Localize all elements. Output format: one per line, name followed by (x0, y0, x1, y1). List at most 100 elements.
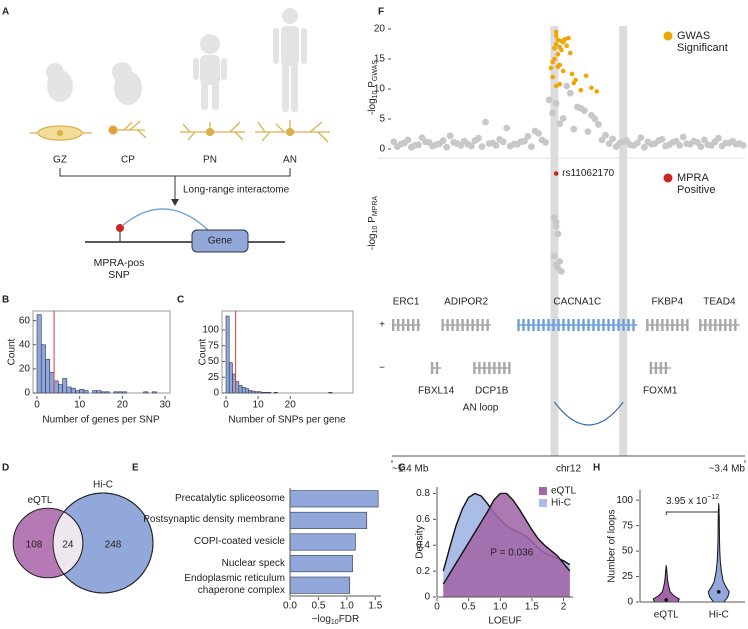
exon (461, 319, 464, 331)
exon (656, 319, 659, 331)
legend-label: Hi-C (551, 498, 571, 509)
plot-frame (221, 310, 354, 394)
bar (241, 387, 246, 394)
bar (113, 391, 119, 394)
x-tick-label: ~1.4 Mb (392, 464, 429, 475)
point (704, 141, 712, 149)
point (701, 136, 708, 144)
exon (407, 319, 410, 331)
venn-count: 108 (26, 540, 43, 551)
annotation: P = 0.036 (490, 548, 533, 559)
point (393, 143, 401, 151)
point (619, 138, 627, 146)
label-part: −log (312, 614, 331, 625)
bracket (59, 168, 291, 203)
point (559, 115, 567, 122)
label-part: −12 (707, 494, 719, 501)
point (578, 87, 584, 93)
x-axis-label: Number of genes per SNP (42, 415, 160, 426)
point (679, 133, 687, 141)
bar (289, 576, 351, 594)
point (520, 137, 528, 145)
category-label: Nuclear speck (221, 557, 285, 569)
y-tick-label: 0 (213, 388, 219, 399)
exon (661, 319, 664, 331)
exon (577, 319, 580, 331)
point-annotation: rs11062170 (562, 168, 615, 179)
bar (40, 344, 46, 394)
point (535, 130, 542, 137)
exon (547, 319, 550, 331)
y-tick-label: 75 (622, 520, 634, 531)
bar (96, 390, 102, 394)
legend-marker (663, 173, 673, 183)
point (725, 139, 733, 147)
bar (70, 387, 76, 394)
exon (654, 362, 658, 374)
point (558, 268, 565, 275)
snp-label: MPRA-pos SNP (93, 257, 145, 281)
point (563, 82, 571, 90)
arrow-head (171, 199, 179, 206)
point (552, 56, 557, 62)
gene (649, 362, 671, 374)
point (548, 65, 554, 71)
exon (659, 362, 663, 374)
gene-label: ADIPOR2 (444, 297, 488, 308)
gene-label: TEAD4 (703, 297, 736, 308)
point (640, 143, 648, 151)
median (664, 598, 669, 602)
exon (498, 362, 501, 374)
gene (392, 319, 421, 331)
exon (402, 319, 405, 331)
exon (597, 319, 600, 331)
point (528, 143, 535, 151)
point (524, 133, 532, 140)
venn-overlap (53, 507, 84, 579)
point (471, 137, 479, 145)
highlight-band (619, 26, 628, 456)
exon (602, 319, 605, 331)
bar (289, 511, 368, 529)
exon (562, 319, 565, 331)
exon (451, 319, 454, 331)
y-tick-label: 0.2 (416, 566, 430, 577)
point (422, 138, 429, 146)
exon (456, 319, 459, 331)
point (464, 140, 472, 148)
point (390, 138, 398, 146)
x-tick-label: 10 (253, 400, 265, 411)
x-tick-label: 0 (34, 400, 40, 411)
exon (476, 319, 479, 331)
point (598, 136, 606, 144)
exon (734, 319, 737, 331)
bar (100, 391, 106, 394)
gene (473, 362, 511, 374)
point (429, 142, 436, 150)
point (553, 29, 559, 35)
bar (261, 392, 265, 394)
point (591, 115, 599, 123)
point (550, 74, 555, 80)
y-axis-label: -log10 PMPRA (367, 196, 380, 250)
exon (557, 319, 560, 331)
exon (724, 319, 727, 331)
exon (676, 319, 679, 331)
point (436, 140, 444, 148)
y-tick-label: 0 (379, 144, 385, 155)
exon (671, 319, 674, 331)
exon (582, 319, 585, 331)
bar (228, 362, 233, 394)
point (552, 222, 560, 230)
stage-label: AN (283, 155, 297, 166)
x-axis-label: Number of SNPs per gene (228, 415, 346, 426)
bar (264, 392, 269, 394)
y-tick-label: 25 (622, 571, 634, 582)
legend-swatch (539, 499, 547, 507)
exon (607, 319, 610, 331)
exon (397, 319, 400, 331)
label-part: P (367, 216, 378, 226)
legend-marker (663, 31, 673, 41)
